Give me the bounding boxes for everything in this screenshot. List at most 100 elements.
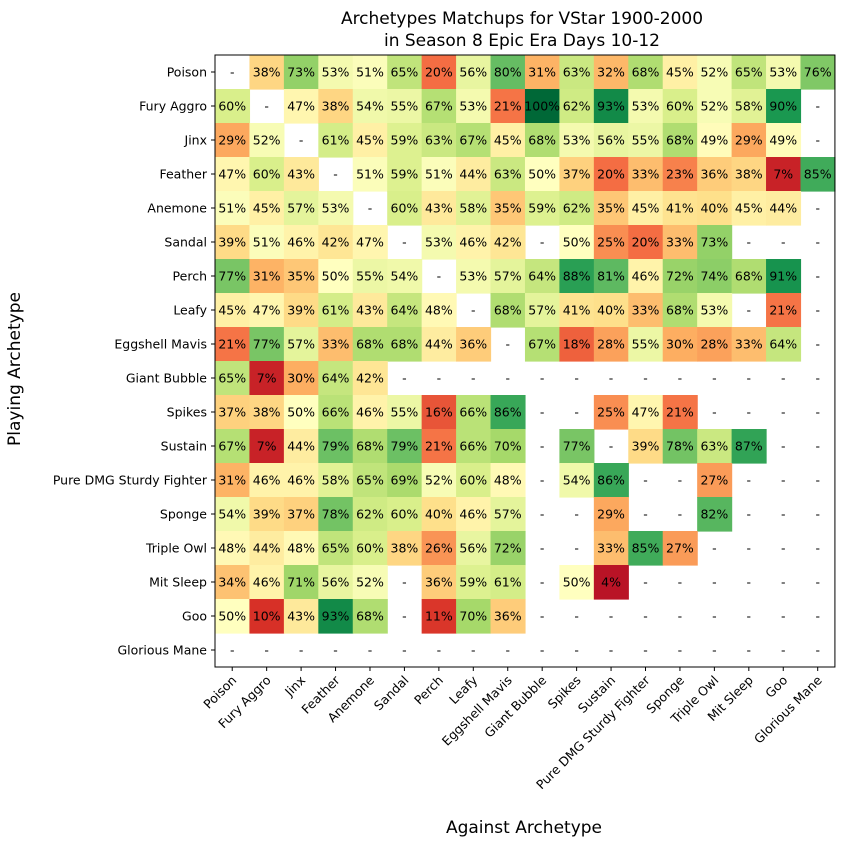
cell-label: 43%: [425, 201, 453, 216]
heatmap-cell: [215, 259, 251, 294]
heatmap-cell: [215, 565, 251, 600]
heatmap-cell: [249, 327, 285, 362]
heatmap-cell: [387, 327, 423, 362]
cell-label: -: [747, 507, 752, 522]
heatmap-cell: [490, 123, 526, 158]
cell-label: 53%: [322, 201, 350, 216]
cell-label: 51%: [356, 167, 384, 182]
cell-label: 56%: [597, 133, 625, 148]
cell-label: 88%: [563, 269, 591, 284]
cell-label: -: [781, 643, 786, 658]
cell-label: 36%: [459, 337, 487, 352]
cell-label: 50%: [563, 575, 591, 590]
heatmap-cell: [731, 327, 767, 362]
cell-label: -: [574, 507, 579, 522]
cell-label: 46%: [287, 473, 315, 488]
cell-label: 34%: [218, 575, 246, 590]
cell-label: 21%: [425, 439, 453, 454]
heatmap-cell: [215, 157, 251, 192]
cell-label: -: [574, 643, 579, 658]
heatmap-cell: [662, 531, 698, 566]
heatmap-cell: [352, 89, 388, 124]
heatmap-cell: [662, 395, 698, 430]
cell-label: 37%: [218, 405, 246, 420]
cell-label: 64%: [528, 269, 556, 284]
cell-label: 74%: [700, 269, 728, 284]
chart-title-line-1: Archetypes Matchups for VStar 1900-2000: [341, 9, 703, 29]
heatmap-cell: [249, 429, 285, 464]
heatmap-cell: [387, 531, 423, 566]
cell-label: 87%: [735, 439, 763, 454]
cell-label: 29%: [735, 133, 763, 148]
cell-label: 47%: [287, 99, 315, 114]
cell-label: -: [747, 541, 752, 556]
cell-label: -: [815, 507, 820, 522]
heatmap-cell: [593, 89, 629, 124]
heatmap-cell: [766, 327, 802, 362]
cell-label: -: [540, 473, 545, 488]
cell-label: -: [678, 371, 683, 386]
heatmap-cell: [318, 429, 354, 464]
heatmap-cell: [662, 293, 698, 328]
cell-label: -: [747, 643, 752, 658]
cell-label: -: [402, 575, 407, 590]
cell-label: 44%: [459, 167, 487, 182]
cell-label: 7%: [257, 439, 277, 454]
cell-label: 61%: [494, 575, 522, 590]
heatmap-cell: [628, 259, 664, 294]
cell-label: 59%: [391, 133, 419, 148]
cell-label: 77%: [563, 439, 591, 454]
cell-label: -: [815, 235, 820, 250]
cell-label: 62%: [563, 201, 591, 216]
heatmap-cell: [387, 463, 423, 498]
heatmap-cell: [352, 55, 388, 90]
cell-label: 38%: [735, 167, 763, 182]
heatmap-cell: [249, 361, 285, 396]
heatmap-cell: [593, 327, 629, 362]
heatmap-cell: [593, 225, 629, 260]
cell-label: 23%: [666, 167, 694, 182]
heatmap-cell: [456, 191, 492, 226]
chart-title: Archetypes Matchups for VStar 1900-2000 …: [341, 9, 703, 51]
cell-labels: - 38% 73% 53% 51% 65% 20% 56% 80% 31% 63% 32% 68% 45%…: [218, 65, 831, 658]
cell-label: -: [264, 643, 269, 658]
heatmap-cell: [524, 293, 560, 328]
heatmap-cell: [697, 123, 733, 158]
heatmap-cell: [697, 55, 733, 90]
heatmap-cell: [456, 463, 492, 498]
heatmap-cell: [352, 293, 388, 328]
heatmap-cell: [456, 55, 492, 90]
cell-label: 27%: [666, 541, 694, 556]
cell-label: 68%: [494, 303, 522, 318]
cell-label: 55%: [356, 269, 384, 284]
cell-label: -: [299, 643, 304, 658]
heatmap-cell: [628, 327, 664, 362]
cell-label: 30%: [666, 337, 694, 352]
cell-label: 55%: [632, 133, 660, 148]
cell-label: 52%: [253, 133, 281, 148]
cell-label: 10%: [253, 609, 281, 624]
cell-label: -: [540, 643, 545, 658]
heatmap-cell: [559, 463, 595, 498]
cell-label: 27%: [700, 473, 728, 488]
heatmap-cell: [731, 259, 767, 294]
heatmap-cell: [421, 89, 457, 124]
heatmap-cell: [318, 497, 354, 532]
heatmap-cell: [283, 327, 319, 362]
cell-label: -: [815, 643, 820, 658]
cell-label: 78%: [322, 507, 350, 522]
heatmap-cell: [456, 123, 492, 158]
heatmap-cell: [662, 259, 698, 294]
heatmap-cell: [387, 123, 423, 158]
heatmap-cell: [318, 395, 354, 430]
heatmap-cell: [628, 191, 664, 226]
cell-label: -: [402, 643, 407, 658]
cell-label: -: [609, 371, 614, 386]
cell-label: 29%: [597, 507, 625, 522]
heatmap-cell: [456, 565, 492, 600]
heatmap-cell: [352, 429, 388, 464]
cell-label: 53%: [459, 99, 487, 114]
cell-label: 47%: [632, 405, 660, 420]
heatmap-cell: [662, 191, 698, 226]
